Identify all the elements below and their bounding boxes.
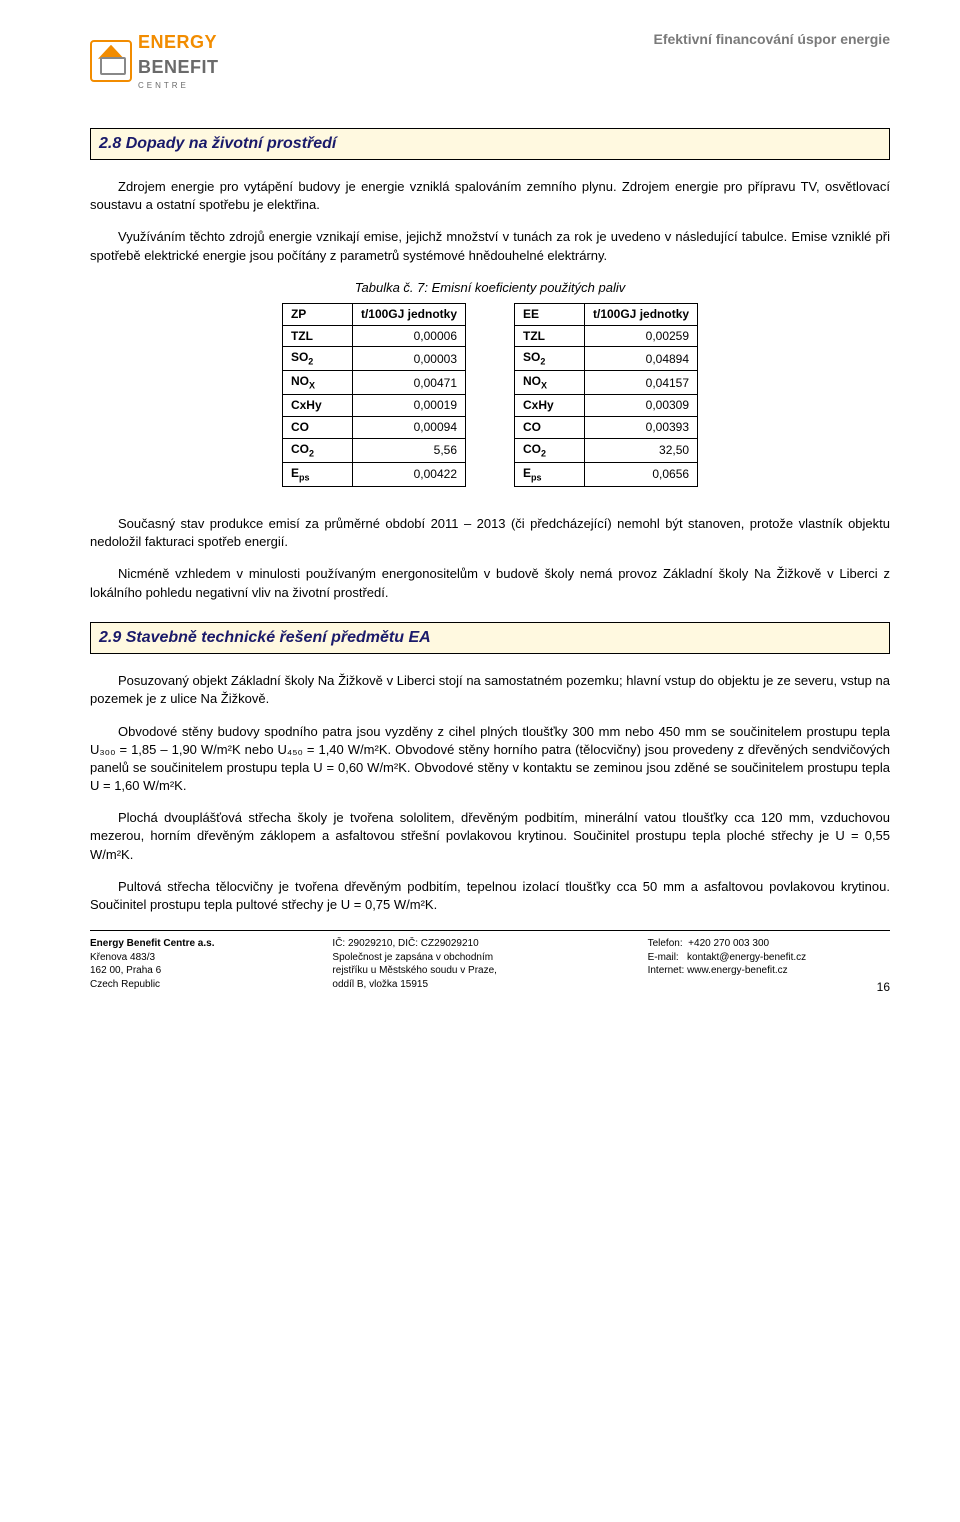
footer-company: Energy Benefit Centre a.s. [90,937,332,951]
table-zp-head-col2: t/100GJ jednotky [352,303,465,325]
table-zp-value: 0,00094 [352,417,465,439]
table-ee-row: SO20,04894 [515,347,698,371]
table-ee-row: CxHy0,00309 [515,395,698,417]
table-ee: EE t/100GJ jednotky TZL0,00259SO20,04894… [514,303,698,487]
footer-tel-value: +420 270 003 300 [688,938,769,949]
table-ee-label: SO2 [515,347,585,371]
table-ee-label: CO2 [515,439,585,463]
table-zp-label: CO2 [282,439,352,463]
footer-addr2: 162 00, Praha 6 [90,964,332,978]
table-zp-row: NOX0,00471 [282,371,465,395]
footer-separator [90,930,890,931]
table-ee-label: NOX [515,371,585,395]
table-zp: ZP t/100GJ jednotky TZL0,00006SO20,00003… [282,303,466,487]
table-zp-row: CO25,56 [282,439,465,463]
header-right-text: Efektivní financování úspor energie [653,30,890,50]
emission-tables: ZP t/100GJ jednotky TZL0,00006SO20,00003… [90,303,890,487]
section-28-p1: Zdrojem energie pro vytápění budovy je e… [90,178,890,214]
table-zp-label: NOX [282,371,352,395]
footer-col1: Energy Benefit Centre a.s. Křenova 483/3… [90,937,332,991]
table-ee-value: 0,04894 [585,347,698,371]
table-zp-label: TZL [282,325,352,347]
page-header: ENERGY BENEFIT CENTRE Efektivní financov… [90,30,890,92]
table-zp-value: 5,56 [352,439,465,463]
table-zp-label: CxHy [282,395,352,417]
section-29-p1: Posuzovaný objekt Základní školy Na Žižk… [90,672,890,708]
table-ee-row: Eps0,0656 [515,463,698,487]
table-ee-head-col2: t/100GJ jednotky [585,303,698,325]
table-zp-label: CO [282,417,352,439]
section-28-p2: Využíváním těchto zdrojů energie vznikaj… [90,228,890,264]
table-ee-label: CO [515,417,585,439]
page-footer: Energy Benefit Centre a.s. Křenova 483/3… [90,937,890,991]
table-ee-row: NOX0,04157 [515,371,698,395]
logo-line2: BENEFIT [138,55,219,80]
table-ee-value: 0,00259 [585,325,698,347]
footer-web-label: Internet: [648,965,685,976]
section-28-p4: Nicméně vzhledem v minulosti používaným … [90,565,890,601]
table-ee-label: Eps [515,463,585,487]
logo: ENERGY BENEFIT CENTRE [90,30,219,92]
table-zp-value: 0,00003 [352,347,465,371]
footer-addr3: Czech Republic [90,978,332,992]
section-29-p2: Obvodové stěny budovy spodního patra jso… [90,723,890,796]
footer-reg2: rejstříku u Městského soudu v Praze, [332,964,647,978]
footer-ic: IČ: 29029210, DIČ: CZ29029210 [332,937,647,951]
table-ee-value: 0,00309 [585,395,698,417]
table-ee-value: 32,50 [585,439,698,463]
table-zp-value: 0,00422 [352,463,465,487]
footer-col2: IČ: 29029210, DIČ: CZ29029210 Společnost… [332,937,647,991]
logo-line3: CENTRE [138,80,219,91]
table-zp-head-col1: ZP [282,303,352,325]
table-zp-row: SO20,00003 [282,347,465,371]
logo-house-icon [90,40,132,82]
table-zp-row: CxHy0,00019 [282,395,465,417]
table-ee-label: TZL [515,325,585,347]
table-zp-row: Eps0,00422 [282,463,465,487]
section-28-p3: Současný stav produkce emisí za průměrné… [90,515,890,551]
section-29-p3: Plochá dvouplášťová střecha školy je tvo… [90,809,890,864]
footer-tel-label: Telefon: [648,938,683,949]
footer-email-value: kontakt@energy-benefit.cz [687,952,806,963]
section-29-p4: Pultová střecha tělocvičny je tvořena dř… [90,878,890,914]
table-ee-head-col1: EE [515,303,585,325]
footer-web-value: www.energy-benefit.cz [687,965,788,976]
section-29-heading: 2.9 Stavebně technické řešení předmětu E… [90,622,890,654]
table-zp-label: SO2 [282,347,352,371]
table-ee-value: 0,00393 [585,417,698,439]
table-zp-row: TZL0,00006 [282,325,465,347]
section-28-heading: 2.8 Dopady na životní prostředí [90,128,890,160]
table-ee-row: CO0,00393 [515,417,698,439]
table-ee-value: 0,04157 [585,371,698,395]
footer-reg3: oddíl B, vložka 15915 [332,978,647,992]
footer-col3: Telefon: +420 270 003 300 E-mail: kontak… [648,937,890,991]
logo-line1: ENERGY [138,30,219,55]
logo-text: ENERGY BENEFIT CENTRE [138,30,219,92]
table-zp-value: 0,00019 [352,395,465,417]
footer-reg1: Společnost je zapsána v obchodním [332,951,647,965]
table-ee-row: CO232,50 [515,439,698,463]
table-ee-label: CxHy [515,395,585,417]
table-zp-row: CO0,00094 [282,417,465,439]
footer-email-label: E-mail: [648,952,679,963]
table-zp-value: 0,00471 [352,371,465,395]
table-ee-row: TZL0,00259 [515,325,698,347]
table-ee-value: 0,0656 [585,463,698,487]
footer-addr1: Křenova 483/3 [90,951,332,965]
table-zp-value: 0,00006 [352,325,465,347]
table-zp-label: Eps [282,463,352,487]
table-caption: Tabulka č. 7: Emisní koeficienty použitý… [90,279,890,297]
